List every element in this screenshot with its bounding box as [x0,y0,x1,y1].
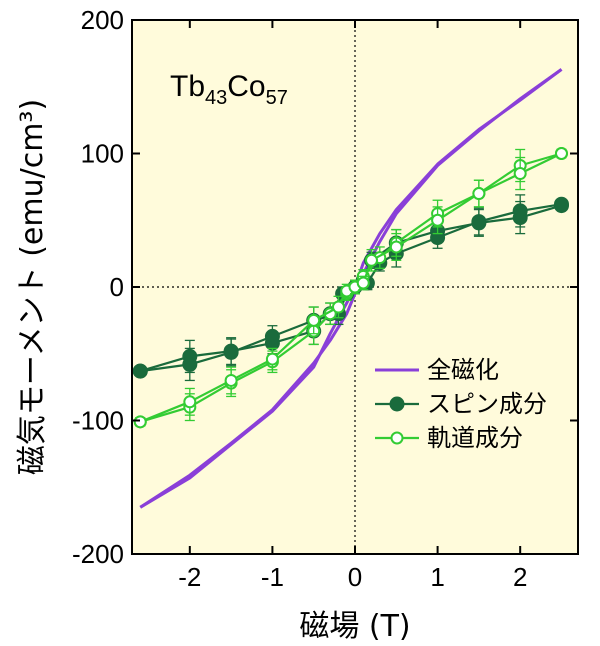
y-tick-label: -200 [72,539,124,569]
legend-marker [389,396,405,412]
legend-marker [390,431,404,445]
data-point [264,328,280,344]
data-point [472,187,486,201]
series-layer [132,68,569,509]
data-point [133,415,147,429]
tick-labels: -2 -1 0 1 2 -200 -100 0 100 200 [72,5,527,592]
x-tick-label: -2 [178,562,201,592]
x-tick-label: 1 [430,562,444,592]
data-point [307,313,321,327]
data-point [431,213,445,227]
data-point [265,352,279,366]
legend-label: 軌道成分 [427,424,523,452]
y-axis-title: 磁気モーメント (emu/cm³) [15,99,50,475]
data-point [389,240,403,254]
composition-sub-1: 43 [205,87,227,109]
data-point [356,276,370,290]
x-tick-label: 0 [348,562,362,592]
composition-base-1: Tb [170,70,205,103]
x-tick-label: -1 [261,562,284,592]
data-point [553,196,569,212]
data-point [365,253,379,267]
data-point [471,214,487,230]
data-point [182,356,198,372]
data-point [223,344,239,360]
data-point [513,167,527,181]
y-tick-label: 0 [110,272,124,302]
composition-sub-2: 57 [266,87,288,109]
legend-label: スピン成分 [427,390,547,418]
data-point [224,373,238,387]
series-2 [133,147,568,429]
y-tick-label: -100 [72,406,124,436]
ticks [132,19,578,555]
data-point [331,300,345,314]
data-point [183,395,197,409]
composition-base-2: Co [227,70,265,103]
x-tick-label: 2 [513,562,527,592]
composition-label: Tb43Co57 [170,70,288,109]
x-axis-title: 磁場 (T) [299,609,410,644]
data-point [132,363,148,379]
data-point [554,147,568,160]
legend-label: 全磁化 [427,356,499,384]
y-tick-label: 200 [81,5,124,35]
data-point [512,203,528,219]
y-tick-label: 100 [81,139,124,169]
